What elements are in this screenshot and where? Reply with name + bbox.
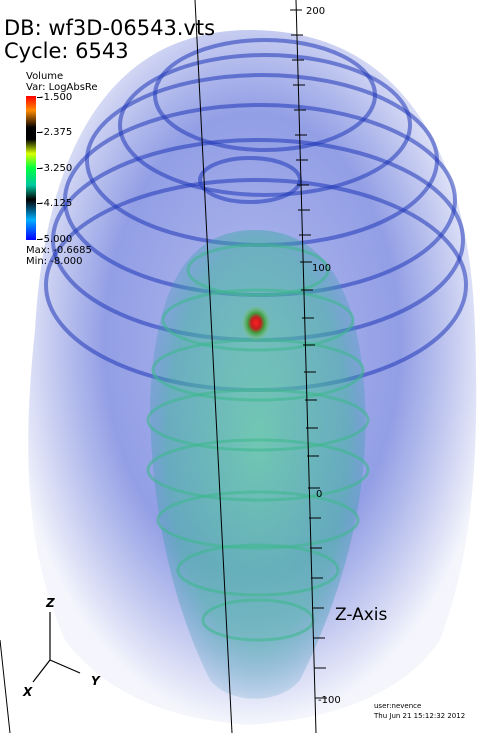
colorbar-tick-label: -5.000 <box>40 234 73 245</box>
db-title: DB: wf3D-06543.vts <box>4 16 216 40</box>
colorbar-tick-label: -3.250 <box>40 163 73 174</box>
axis-triad <box>32 612 81 683</box>
colorbar-tick <box>37 203 42 204</box>
z-tick-label: 100 <box>312 263 332 274</box>
z-axis-title: Z-Axis <box>335 605 388 625</box>
z-axis-minor-ticks <box>290 9 327 699</box>
domain-edge-line-left <box>0 639 11 733</box>
colorbar-tick <box>37 132 42 133</box>
colorbar-tick-label: -1.500 <box>40 92 73 103</box>
colorbar-tick <box>37 239 42 240</box>
triad-z-label: Z <box>46 596 55 610</box>
colorbar-tick <box>37 97 42 98</box>
z-axis-line <box>295 0 317 733</box>
legend-min: Min: -8.000 <box>26 256 83 267</box>
timestamp: Thu Jun 21 15:12:32 2012 <box>374 712 466 720</box>
legend-max: Max: -0.6685 <box>26 245 92 256</box>
z-tick-label: 0 <box>316 489 323 500</box>
cycle-title: Cycle: 6543 <box>4 39 129 63</box>
green-rings <box>146 243 370 642</box>
user-name: user:nevence <box>374 702 422 710</box>
core-highlight <box>242 306 270 340</box>
domain-edge-line <box>194 0 233 733</box>
colorbar-tick-label: -2.375 <box>40 127 73 138</box>
colorbar-tick-label: -4.125 <box>40 198 73 209</box>
z-tick-label: -100 <box>318 695 341 706</box>
z-tick-label: 200 <box>306 6 326 17</box>
legend-variable: Var: LogAbsRe <box>26 82 98 93</box>
triad-x-label: X <box>23 685 33 699</box>
colorbar <box>26 96 36 240</box>
triad-y-label: Y <box>91 674 100 688</box>
legend-plot-type: Volume <box>26 71 64 82</box>
colorbar-tick <box>37 168 42 169</box>
